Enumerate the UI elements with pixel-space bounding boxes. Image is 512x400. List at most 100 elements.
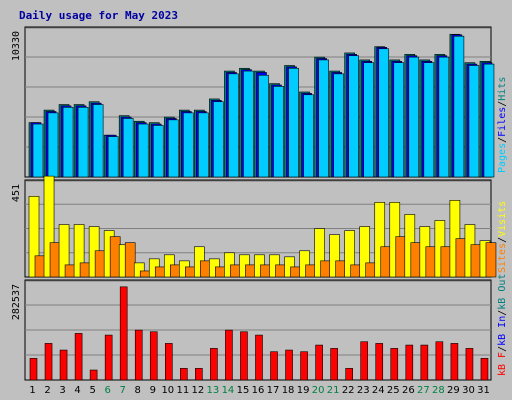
- bar-sites-day-26: [410, 242, 422, 278]
- bar-kb-f-day-30: [465, 348, 474, 381]
- bar-sites-day-16: [260, 264, 271, 278]
- bar-sites-day-18: [290, 266, 301, 278]
- bar-sites-day-9: [154, 266, 166, 278]
- legend-item: Files: [497, 107, 508, 137]
- x-tick-day-5: 5: [89, 385, 95, 396]
- bar-visits-day-8: [133, 262, 145, 278]
- bar-sites-day-21: [335, 260, 346, 278]
- bar-kb-f-day-16: [255, 334, 263, 381]
- x-tick-day-26: 26: [402, 385, 415, 396]
- bar-visits-day-3: [58, 224, 70, 278]
- legend-item: Sites: [497, 243, 508, 273]
- bar-kb-f-day-2: [44, 343, 53, 381]
- x-tick-day-16: 16: [252, 385, 265, 396]
- bar-visits-day-19: [299, 250, 310, 278]
- panel-hits-files-pages: 10330 Pages/Files/Hits: [11, 26, 508, 178]
- legend-item: /: [497, 310, 508, 316]
- x-tick-day-23: 23: [357, 385, 370, 396]
- bar-sites-day-10: [169, 264, 181, 278]
- x-tick-day-28: 28: [432, 385, 445, 396]
- bar-kb-f-day-11: [180, 368, 188, 381]
- bar-kb-f-day-25: [390, 348, 399, 381]
- x-tick-day-3: 3: [59, 385, 65, 396]
- bar-pages-day-25: [393, 62, 405, 178]
- legend-item: kB F: [497, 352, 508, 376]
- bar-pages-day-13: [213, 101, 224, 178]
- bar-kb-f-day-10: [164, 343, 173, 381]
- bar-visits-day-24: [374, 202, 386, 278]
- chart-panels: 10330 Pages/Files/Hits 451 Sites/Visits2825…: [11, 26, 508, 381]
- x-tick-day-20: 20: [312, 385, 325, 396]
- bar-visits-day-23: [359, 226, 371, 278]
- x-tick-day-6: 6: [104, 385, 110, 396]
- y-axis-max-label: 451: [11, 184, 22, 202]
- legend-top: Pages/Files/Hits: [497, 77, 508, 173]
- x-tick-day-8: 8: [135, 385, 141, 396]
- bar-kb-f-day-18: [285, 349, 293, 381]
- bar-sites-day-29: [455, 238, 467, 278]
- legend-bot: kB F/kB In/kB Out: [497, 274, 508, 376]
- x-tick-day-17: 17: [267, 385, 280, 396]
- legend-item: Hits: [497, 77, 508, 101]
- x-tick-day-11: 11: [176, 385, 189, 396]
- bar-sites-day-25: [395, 236, 407, 278]
- bar-pages-day-31: [483, 63, 495, 178]
- bar-sites-day-23: [365, 262, 377, 278]
- bar-sites-day-8: [139, 270, 151, 278]
- legend-item: /: [497, 101, 508, 107]
- bar-sites-day-28: [440, 246, 452, 278]
- x-tick-day-25: 25: [387, 385, 400, 396]
- bar-pages-day-24: [378, 48, 390, 178]
- bar-pages-day-11: [183, 112, 194, 178]
- bar-pages-day-22: [348, 55, 359, 178]
- bar-sites-day-15: [245, 264, 256, 278]
- x-tick-day-2: 2: [44, 385, 50, 396]
- bar-sites-day-24: [380, 246, 392, 278]
- x-tick-day-31: 31: [477, 385, 490, 396]
- bar-kb-f-day-22: [345, 368, 353, 381]
- bar-pages-day-16: [258, 74, 269, 178]
- bar-kb-f-day-28: [435, 341, 444, 381]
- legend-item: /: [497, 237, 508, 243]
- x-tick-day-12: 12: [192, 385, 205, 396]
- bar-kb-f-day-5: [89, 369, 98, 381]
- panel-visits-sites: 451 Sites/Visits: [11, 175, 508, 278]
- bar-sites-day-2: [49, 242, 61, 278]
- bar-pages-day-5: [92, 104, 104, 178]
- bar-pages-day-17: [273, 86, 284, 178]
- bar-kb-f-day-14: [225, 329, 233, 381]
- bar-visits-day-20: [314, 228, 325, 278]
- bar-pages-day-10: [167, 119, 179, 178]
- bar-sites-day-5: [94, 250, 106, 278]
- x-tick-day-22: 22: [342, 385, 355, 396]
- bar-pages-day-9: [152, 125, 164, 178]
- bar-pages-day-7: [122, 118, 134, 178]
- bar-pages-day-1: [32, 123, 44, 178]
- bar-pages-day-28: [438, 56, 450, 178]
- bar-pages-day-8: [137, 123, 149, 178]
- x-tick-day-15: 15: [237, 385, 250, 396]
- bar-kb-f-day-7: [119, 286, 128, 381]
- bar-kb-f-day-21: [330, 348, 338, 381]
- legend-mid: Sites/Visits: [497, 201, 508, 273]
- y-axis-max-label: 10330: [11, 31, 22, 61]
- x-axis-tick-labels: 1 2 3 4 5 6 7 8 9 10 11 12 13 14 15 16 17 18 19 20 21 22 23 24 2…: [29, 385, 490, 396]
- bar-kb-f-day-13: [210, 348, 218, 381]
- bar-sites-day-27: [425, 246, 437, 278]
- bar-pages-day-26: [408, 56, 420, 178]
- bar-kb-f-day-27: [420, 344, 429, 381]
- bar-visits-day-22: [344, 230, 355, 278]
- x-tick-day-30: 30: [462, 385, 475, 396]
- bar-kb-f-day-6: [104, 334, 113, 381]
- x-tick-day-29: 29: [447, 385, 460, 396]
- bar-kb-f-day-29: [450, 343, 459, 381]
- x-tick-day-27: 27: [417, 385, 430, 396]
- bar-visits-day-21: [329, 234, 340, 278]
- legend-item: /: [497, 346, 508, 352]
- bar-kb-f-day-19: [300, 351, 308, 381]
- bar-sites-day-11: [185, 266, 196, 278]
- x-tick-day-13: 13: [207, 385, 220, 396]
- bar-kb-f-day-20: [315, 344, 323, 381]
- bar-kb-f-day-12: [195, 368, 203, 381]
